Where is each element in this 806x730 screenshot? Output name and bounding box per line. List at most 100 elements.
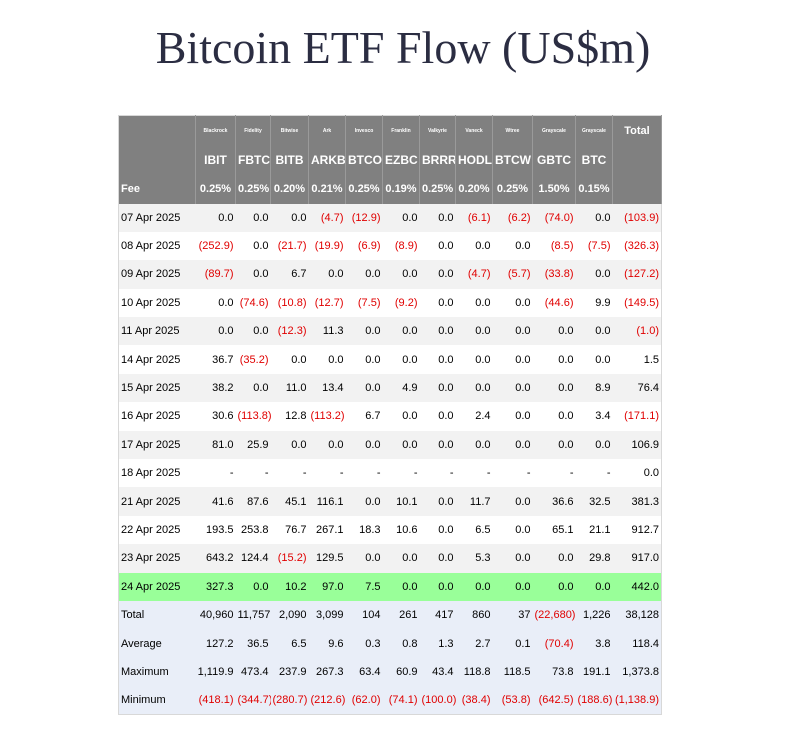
flow-value: 38.2 [212, 382, 234, 395]
summary-value: 261 [399, 609, 418, 622]
flow-value: 32.5 [589, 495, 611, 508]
flow-value: 76.7 [285, 523, 307, 536]
flow-value: - [606, 467, 611, 480]
flow-value: 0.0 [402, 438, 418, 451]
flow-value: 10.1 [396, 495, 418, 508]
flow-value: 45.1 [285, 495, 307, 508]
flow-value: 0.0 [402, 410, 418, 423]
summary-value: 860 [472, 609, 491, 622]
flow-value: - [449, 467, 454, 480]
flow-value: 0.0 [595, 438, 611, 451]
flow-value: 0.0 [328, 268, 344, 281]
flow-value: 9.9 [595, 296, 611, 309]
summary-value: (62.0) [351, 694, 381, 707]
flow-value: (10.8) [277, 296, 307, 309]
flow-value: (7.5) [587, 240, 611, 253]
summary-value: (344.7) [237, 694, 271, 707]
flow-value: (6.9) [357, 240, 381, 253]
ticker: HODL [455, 145, 493, 174]
flow-value: 124.4 [240, 552, 269, 565]
flow-value: 0.0 [365, 353, 381, 366]
flow-value: 0.0 [595, 353, 611, 366]
day-row: 10 Apr 2025 0.0 (74.6) (10.8) (12.7) (7.5) (9.… [119, 289, 662, 317]
flow-value: 81.0 [212, 438, 234, 451]
flow-value: 116.1 [316, 495, 344, 508]
flow-value: (326.3) [624, 240, 659, 253]
ticker: BTCW [492, 145, 533, 174]
flow-value: 0.0 [558, 325, 574, 338]
flow-value: 0.0 [365, 552, 381, 565]
flow-value: (8.9) [394, 240, 418, 253]
summary-value: 38,128 [625, 609, 659, 622]
flow-value: 0.0 [515, 552, 531, 565]
flow-value: 7.5 [365, 580, 381, 593]
summary-value: (642.5) [538, 694, 574, 707]
date: 16 Apr 2025 [121, 410, 181, 423]
date: 21 Apr 2025 [121, 495, 181, 508]
summary-value: 6.5 [291, 637, 307, 650]
flow-value: 0.0 [475, 382, 491, 395]
ticker: FBTC [235, 145, 271, 174]
flow-value: 0.0 [328, 353, 344, 366]
flow-value: 0.0 [475, 438, 491, 451]
flow-value: 25.9 [247, 438, 269, 451]
flow-value: 2.4 [475, 410, 491, 423]
flow-value: 253.8 [240, 523, 269, 536]
issuer-row: Blackrock Fidelity Bitwise Ark Invesco Frankl… [118, 115, 662, 146]
summary-value: 60.9 [396, 666, 418, 679]
date: 18 Apr 2025 [121, 467, 181, 480]
fee: 0.25% [195, 173, 236, 204]
flow-value: 0.0 [475, 325, 491, 338]
summary-value: 1.3 [438, 637, 454, 650]
flow-value: 0.0 [558, 580, 574, 593]
flow-value: 643.2 [205, 552, 234, 565]
flow-value: (8.5) [550, 240, 574, 253]
flow-value: 0.0 [253, 580, 269, 593]
summary-value: 2,090 [278, 609, 307, 622]
flow-value: 193.5 [205, 523, 234, 536]
flow-value: 1.5 [643, 353, 659, 366]
summary-value: (53.8) [501, 694, 531, 707]
flow-value: - [413, 467, 418, 480]
date: 23 Apr 2025 [121, 552, 181, 565]
flow-value: (35.2) [239, 353, 269, 366]
fee: 0.20% [270, 173, 309, 204]
summary-value: 36.5 [247, 637, 269, 650]
day-row: 08 Apr 2025 (252.9) 0.0 (21.7) (19.9) (6.9) (8… [119, 232, 662, 260]
flow-value: 0.0 [218, 211, 234, 224]
summary-value: 11,757 [237, 609, 271, 622]
flow-value: 76.4 [637, 382, 659, 395]
ticker: IBIT [195, 145, 236, 174]
flow-value: 0.0 [438, 268, 454, 281]
flow-value: - [229, 467, 234, 480]
flow-value: 0.0 [365, 325, 381, 338]
flow-value: 6.7 [365, 410, 381, 423]
summary-label: Minimum [121, 694, 166, 707]
flow-value: 41.6 [212, 495, 234, 508]
flow-value: 18.3 [359, 523, 381, 536]
flow-value: 0.0 [365, 438, 381, 451]
flow-value: (103.9) [624, 211, 659, 224]
day-row: 09 Apr 2025 (89.7) 0.0 6.7 0.0 0.0 0.0 0.0 (4.7)… [118, 260, 662, 289]
flow-value: 0.0 [365, 495, 381, 508]
flow-value: 0.0 [402, 325, 418, 338]
flow-value: 327.3 [205, 580, 234, 593]
summary-value: 417 [435, 609, 454, 622]
flow-value: 0.0 [438, 495, 454, 508]
flow-value: (12.7) [314, 296, 344, 309]
flow-value: 0.0 [595, 580, 611, 593]
flow-value: 0.0 [475, 296, 491, 309]
flow-value: 65.1 [552, 523, 574, 536]
ticker: BTC [575, 145, 613, 174]
flow-value: (44.6) [544, 296, 574, 309]
fee: 0.25% [419, 173, 456, 204]
summary-value: (22,680) [534, 609, 576, 622]
flow-value: 0.0 [558, 382, 574, 395]
summary-value: 3.8 [595, 637, 611, 650]
flow-value: 11.7 [469, 495, 491, 508]
flow-value: 0.0 [291, 211, 307, 224]
table-header: Blackrock Fidelity Bitwise Ark Invesco Frankl… [118, 115, 662, 204]
flow-value: 0.0 [253, 211, 269, 224]
issuer-name: Grayscale [532, 115, 576, 146]
flow-value: 0.0 [402, 211, 418, 224]
